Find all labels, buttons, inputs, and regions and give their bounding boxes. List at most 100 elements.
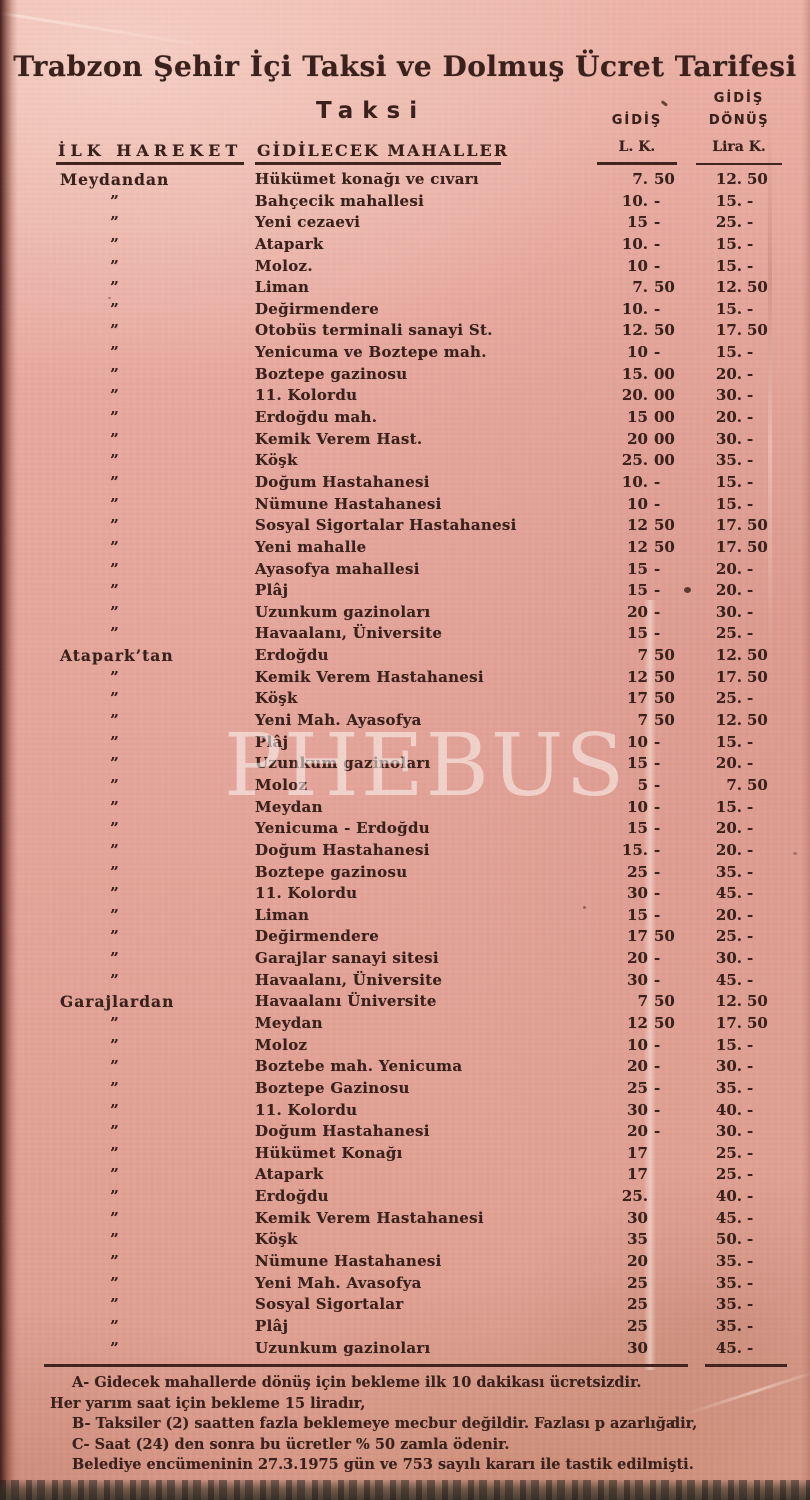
ditto-mark: ” <box>110 1316 120 1335</box>
roundtrip-fare-lira: 12. <box>715 646 742 665</box>
roundtrip-fare-lira: 15. <box>715 472 742 491</box>
fare-row: ” Nümune Hastahanesi 10-15. - <box>0 494 810 516</box>
roundtrip-fare-lira: 45. <box>715 1208 742 1227</box>
ditto-mark: ” <box>110 884 120 903</box>
roundtrip-fare-kurus: 50 <box>747 321 768 340</box>
roundtrip-fare-lira: 15. <box>715 191 742 210</box>
ditto-mark: ” <box>110 949 120 968</box>
ditto-mark: ” <box>110 213 120 232</box>
ink-speck <box>108 297 111 299</box>
oneway-fare-lira: 7. <box>632 170 648 188</box>
roundtrip-fare-kurus: 50 <box>747 992 768 1011</box>
oneway-fare-lira: 15 <box>627 819 648 838</box>
oneway-fare-lira: 10. <box>621 299 648 318</box>
roundtrip-fare-lira: 25. <box>715 1165 742 1184</box>
destination-label: Doğum Hastahanesi <box>255 840 430 859</box>
roundtrip-fare-lira: 25. <box>715 213 742 232</box>
roundtrip-fare-lira: 20. <box>715 559 742 578</box>
destination-label: Atapark <box>255 1165 324 1184</box>
oneway-fare-lira: 35 <box>627 1230 648 1249</box>
column-header-origin: İLK HAREKET <box>58 141 243 160</box>
destination-label: Yeni mahalle <box>255 537 367 556</box>
oneway-fare-lira: 7 <box>637 711 648 730</box>
column-header-destination: GİDİLECEK MAHALLER <box>257 141 510 160</box>
roundtrip-fare-lira: 40. <box>715 1100 742 1119</box>
destination-label: Nümune Hastahanesi <box>255 1252 442 1271</box>
fare-row: ” Meydan 10-15. - <box>0 797 810 819</box>
destination-label: Köşk <box>255 689 298 708</box>
destination-label: Liman <box>255 905 310 924</box>
ditto-mark: ” <box>110 1187 120 1206</box>
ditto-mark: ” <box>110 840 120 859</box>
oneway-fare-kurus: - <box>654 234 661 253</box>
oneway-fare-lira: 25 <box>627 1078 648 1097</box>
roundtrip-fare-kurus: - <box>747 1273 754 1292</box>
roundtrip-fare-lira: 17. <box>715 537 742 556</box>
roundtrip-fare-kurus: - <box>747 1187 754 1206</box>
oneway-fare-lira: 7 <box>637 992 648 1011</box>
oneway-fare-kurus: 00 <box>654 408 675 427</box>
destination-label: Uzunkum gazinoları <box>255 754 431 773</box>
ditto-mark: ” <box>110 775 120 794</box>
ditto-mark: ” <box>110 343 120 362</box>
fare-table-body: Meydandan Hükümet konağı ve cıvarı 7. 50 12.… <box>0 169 810 1359</box>
fare-row: ” 11. Kolordu 30-45. - <box>0 883 810 905</box>
fare-row: ” Moloz 5- 7. 50 <box>0 775 810 797</box>
ditto-mark: ” <box>110 278 120 297</box>
oneway-fare-lira: 15 <box>627 624 648 643</box>
scan-edge-left <box>0 0 18 1500</box>
fare-row: ” Otobüs terminali sanayi St. 12. 50 17. 50 <box>0 320 810 342</box>
fare-row: ” Erdoğdu 25. 40. - <box>0 1186 810 1208</box>
roundtrip-fare-kurus: - <box>747 1252 754 1271</box>
destination-label: 11. Kolordu <box>255 386 358 405</box>
ditto-mark: ” <box>110 494 120 513</box>
roundtrip-fare-kurus: 50 <box>747 170 768 188</box>
ditto-mark: ” <box>110 819 120 838</box>
roundtrip-fare-lira: 35. <box>715 1273 742 1292</box>
ditto-mark: ” <box>110 299 120 318</box>
oneway-fare-lira: 17 <box>627 1143 648 1162</box>
roundtrip-fare-kurus: - <box>747 1078 754 1097</box>
fare-row: ” Atapark 10. -15. - <box>0 234 810 256</box>
oneway-fare-lira: 15 <box>627 581 648 600</box>
roundtrip-fare-kurus: - <box>747 581 754 600</box>
header-underline-oneway <box>597 162 677 165</box>
oneway-fare-kurus: - <box>654 732 661 751</box>
fare-row: ” Yeni Mah. Avasofya 25 35. - <box>0 1273 810 1295</box>
roundtrip-fare-lira: 30. <box>715 1122 742 1141</box>
oneway-fare-lira: 12 <box>627 516 648 535</box>
column-header-roundtrip-units: Lira K. <box>712 139 766 155</box>
ditto-mark: ” <box>110 472 120 491</box>
oneway-fare-kurus: - <box>654 494 661 513</box>
oneway-fare-kurus: 50 <box>654 516 675 535</box>
oneway-fare-lira: 15 <box>627 213 648 232</box>
destination-label: Meydan <box>255 797 323 816</box>
destination-label: Boztebe mah. Yenicuma <box>255 1057 463 1076</box>
oneway-fare-lira: 30 <box>627 884 648 903</box>
document-title: Trabzon Şehir İçi Taksi ve Dolmuş Ücret … <box>13 50 797 83</box>
destination-label: Garajlar sanayi sitesi <box>255 949 439 968</box>
destination-label: Doğum Hastahanesi <box>255 1122 430 1141</box>
oneway-fare-kurus: - <box>654 840 661 859</box>
fare-row: ” Yeni cezaevi 15-25. - <box>0 212 810 234</box>
oneway-fare-lira: 12 <box>627 667 648 686</box>
destination-label: Havaalanı, Üniversite <box>255 970 443 989</box>
destination-label: Plâj <box>255 1316 289 1335</box>
destination-label: Havaalanı Üniversite <box>255 992 437 1011</box>
destination-label: Yeni Mah. Avasofya <box>255 1273 422 1292</box>
oneway-fare-kurus: - <box>654 970 661 989</box>
oneway-fare-lira: 15. <box>621 840 648 859</box>
roundtrip-fare-kurus: - <box>747 1316 754 1335</box>
fare-row: ” Havaalanı, Üniversite 30-45. - <box>0 970 810 992</box>
oneway-fare-lira: 10 <box>627 343 648 362</box>
roundtrip-fare-lira: 35. <box>715 1252 742 1271</box>
ditto-mark: ” <box>110 234 120 253</box>
fare-row: ” Uzunkum gazinoları 20-30. - <box>0 602 810 624</box>
roundtrip-fare-kurus: - <box>747 1295 754 1314</box>
origin-label: Atapark’tan <box>60 646 174 666</box>
oneway-fare-lira: 20 <box>627 1122 648 1141</box>
oneway-fare-lira: 30 <box>627 1208 648 1227</box>
destination-label: Moloz. <box>255 256 313 275</box>
oneway-fare-lira: 17 <box>627 927 648 946</box>
